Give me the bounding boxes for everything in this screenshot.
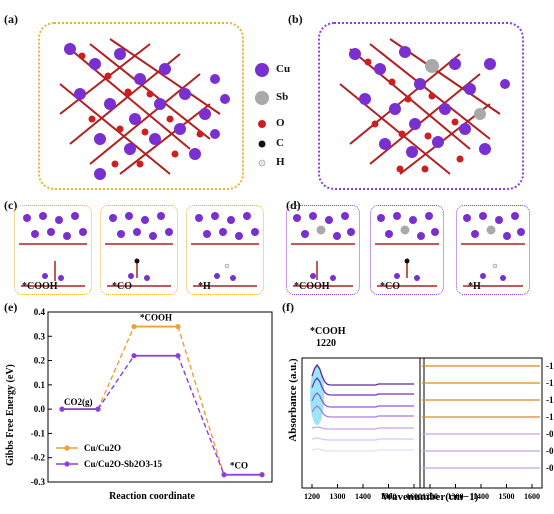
f-xtick-label: 1300 [330,492,346,501]
e-ytick-label: 0.0 [34,404,46,414]
panel-label-e: (e) [4,300,18,314]
f-trace [311,405,414,418]
f-trace [311,426,414,430]
e-step-label: CO2(g) [64,397,93,407]
e-ytick-label: 0.2 [34,356,46,366]
structure-a-box [38,22,244,190]
f-potential-label: -0.7V [546,463,554,473]
f-xtick-label: 1600 [406,492,422,501]
e-point [131,323,137,330]
e-connector [97,355,135,410]
e-ytick-label: 0.1 [34,380,46,390]
e-legend-marker [64,445,70,451]
f-ylabel: Absorbance (a.u.) [287,358,299,442]
e-point [221,472,227,478]
f-potential-label: -1.0V [546,412,554,422]
f-xtick-label: 1400 [355,492,371,501]
element-legend [255,63,269,167]
c-label-h: *H [198,281,211,292]
h-swatch-icon [258,159,266,167]
d-h-box [456,205,530,295]
e-ylabel: Gibbs Free Energy (eV) [5,364,16,466]
f-potential-label: -1.3V [546,361,554,371]
f-trace [311,392,414,408]
f-potential-label: -1.2V [546,378,554,388]
d-label-cooh: *COOH [294,281,330,292]
e-point [131,353,137,359]
legend-c: C [276,137,284,149]
d-label-h: *H [468,281,481,292]
f-plot-area: 1200 1300 1400 1500 1600 1200 1300 1400 1500 1600… [301,357,554,501]
c-label-cooh: *COOH [22,281,58,292]
e-legend-label: Cu/Cu2O-Sb2O3-15 [84,459,163,469]
panel-label-a: (a) [4,12,18,26]
f-trace [311,437,414,441]
c-label-co: *CO [112,281,132,292]
f-potential-label: -0.8V [546,446,554,456]
structure-b-box [318,22,524,190]
f-trace [311,448,414,452]
e-step-label: *CO [230,461,248,471]
legend-sb: Sb [276,91,289,103]
f-potential-label: -0.9V [546,429,554,439]
f-xtick-label: 1200 [304,492,320,501]
o-swatch-icon [258,120,266,128]
d-cooh-box [286,205,360,295]
f-xlabel: Wavenumber(cm−1) [382,491,479,503]
legend-o: O [276,117,285,129]
f-annotation-label: *COOH [310,326,346,337]
panel-label-c: (c) [4,198,18,212]
e-ytick-label: 0.4 [34,307,46,317]
c-swatch-icon [258,140,266,148]
ir-spectra-chart: Absorbance (a.u.) Wavenumber(cm−1) *COOH… [287,326,554,503]
e-ytick-label: -0.1 [31,428,46,438]
cu-cu2o-sb2o3-structure-illustration [339,38,510,175]
panel-label-f: (f) [282,300,294,314]
cu-swatch-icon [255,63,269,77]
e-ytick-label: 0.3 [34,331,46,341]
e-ytick-label: -0.3 [31,477,46,487]
f-trace [311,376,414,396]
f-xtick-label: 1500 [381,492,397,501]
e-point [259,472,265,478]
c-co-box [100,205,178,295]
e-point [59,406,65,412]
f-annotation-value: 1220 [316,338,336,349]
e-connector [177,326,225,475]
d-label-co: *CO [380,281,400,292]
f-xtick-label: 1300 [448,492,464,501]
legend-h: H [276,156,285,168]
legend-cu: Cu [276,63,291,75]
sb-swatch-icon [255,91,269,105]
e-xlabel: Reaction coordinate [109,491,195,502]
panel-label-b: (b) [288,12,303,26]
e-ytick-label: -0.2 [31,453,46,463]
d-co-box [370,205,444,295]
e-point [175,323,181,330]
f-potential-label: -1.1V [546,395,554,405]
e-step-label: *COOH [140,313,172,323]
e-frame [47,311,273,483]
cu-cu2o-structure-illustration [59,38,230,180]
e-connector [97,326,135,410]
f-trace [311,363,414,386]
gibbs-energy-chart: Gibbs Free Energy (eV) Reaction coordina… [5,307,273,502]
c-cooh-box [14,205,92,295]
f-xtick-label: 1400 [473,492,489,501]
f-xtick-label: 1500 [499,492,515,501]
c-h-box [186,205,264,295]
e-connector [177,355,225,475]
e-plot-area: 0.4 0.3 0.2 0.1 0.0 -0.1 -0.2 -0.3 CO2(g) *COOH *C… [31,307,273,487]
e-legend-marker [64,461,70,467]
f-xtick-label: 1200 [422,492,438,501]
f-xtick-label: 1600 [524,492,540,501]
e-legend-label: Cu/Cu2O [84,443,121,453]
